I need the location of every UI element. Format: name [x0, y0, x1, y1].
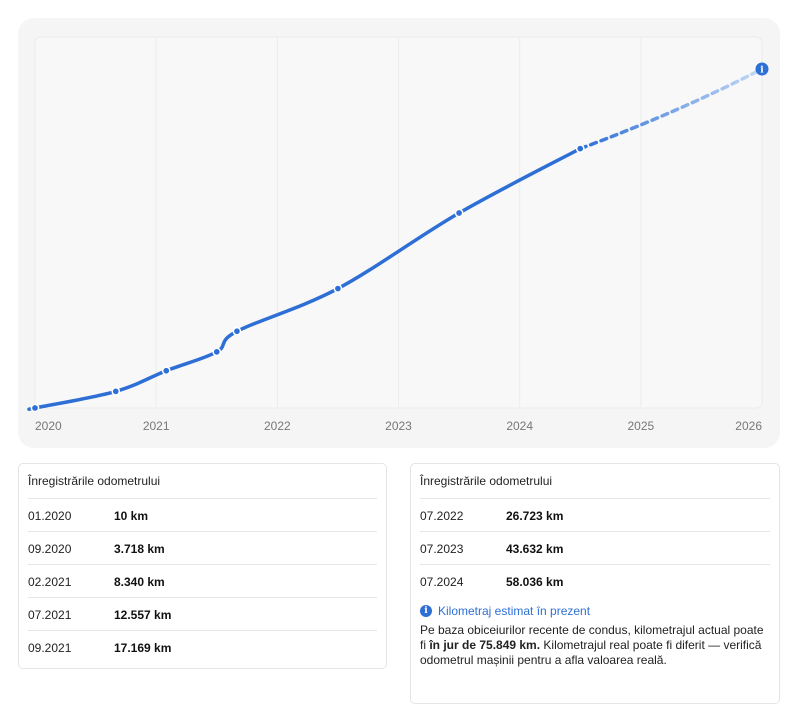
- record-km: 43.632 km: [506, 542, 564, 556]
- x-tick-label: 2025: [627, 419, 654, 433]
- estimate-note: i Kilometraj estimat în prezent Pe baza …: [420, 604, 770, 668]
- x-tick-label: 2020: [35, 419, 62, 433]
- odometer-records-table-left: Înregistrările odometrului 01.2020 10 km 0…: [18, 463, 387, 669]
- record-km: 12.557 km: [114, 608, 172, 622]
- table-row: 07.2021 12.557 km: [28, 597, 377, 630]
- x-tick-label: 2024: [506, 419, 533, 433]
- data-point[interactable]: [575, 144, 585, 153]
- data-point[interactable]: [212, 347, 222, 357]
- record-date: 07.2023: [420, 542, 464, 556]
- record-date: 01.2020: [28, 509, 72, 523]
- data-point[interactable]: [111, 387, 121, 396]
- info-icon: i: [420, 605, 432, 617]
- record-date: 09.2021: [28, 641, 72, 655]
- estimate-info-icon[interactable]: [755, 62, 769, 76]
- data-point[interactable]: [30, 403, 40, 413]
- odometer-records-table-right: Înregistrările odometrului 07.2022 26.723…: [410, 463, 780, 704]
- record-date: 07.2021: [28, 608, 72, 622]
- record-date: 07.2022: [420, 509, 464, 523]
- table-title: Înregistrările odometrului: [28, 474, 161, 488]
- record-date: 09.2020: [28, 542, 72, 556]
- record-km: 3.718 km: [114, 542, 165, 556]
- x-tick-label: 2026: [735, 419, 762, 433]
- data-point[interactable]: [161, 366, 171, 376]
- table-row: 01.2020 10 km: [28, 498, 377, 531]
- data-point[interactable]: [232, 326, 242, 336]
- record-km: 8.340 km: [114, 575, 165, 589]
- record-km: 58.036 km: [506, 575, 564, 589]
- estimate-line: [578, 67, 764, 151]
- data-point[interactable]: [333, 284, 343, 293]
- record-km: 10 km: [114, 509, 149, 523]
- x-tick-label: 2023: [385, 419, 412, 433]
- mileage-chart-card: 2020 2021 2022 2023 2024 2025 2026 i: [18, 18, 780, 448]
- table-row: 02.2021 8.340 km: [28, 564, 377, 597]
- record-km: 26.723 km: [506, 509, 564, 523]
- x-tick-label: 2021: [143, 419, 170, 433]
- mileage-chart: 2020 2021 2022 2023 2024 2025 2026 i: [27, 36, 769, 433]
- table-row: 09.2020 3.718 km: [28, 531, 377, 564]
- info-glyph: i: [760, 66, 764, 76]
- estimate-title: Kilometraj estimat în prezent: [438, 604, 591, 618]
- mileage-line: [27, 146, 582, 411]
- record-date: 07.2024: [420, 575, 464, 589]
- table-row: 07.2022 26.723 km: [420, 498, 770, 531]
- record-km: 17.169 km: [114, 641, 172, 655]
- record-date: 02.2021: [28, 575, 72, 589]
- table-row: 09.2021 17.169 km: [28, 630, 377, 663]
- table-row: 07.2024 58.036 km: [420, 564, 770, 597]
- x-tick-label: 2022: [264, 419, 291, 433]
- data-point[interactable]: [454, 208, 464, 218]
- table-row: 07.2023 43.632 km: [420, 531, 770, 564]
- estimate-text: Pe baza obiceiurilor recente de condus, …: [420, 623, 764, 667]
- table-title: Înregistrările odometrului: [420, 474, 553, 488]
